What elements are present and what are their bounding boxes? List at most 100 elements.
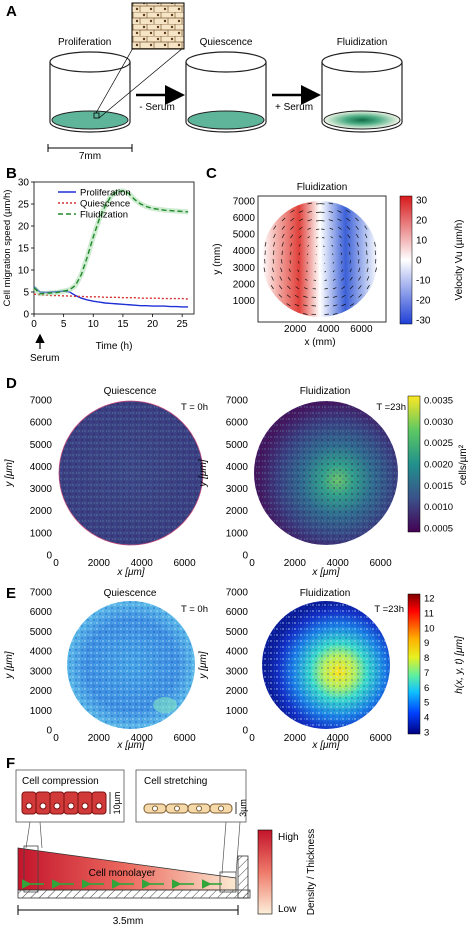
velocity-arrow: [278, 294, 283, 298]
d-right-x-label: x [μm]: [311, 567, 339, 578]
e-cbar-tick-label: 11: [424, 608, 434, 619]
d-cbar-tick-label: 0.0030: [424, 417, 453, 428]
panel-a-letter: A: [6, 3, 17, 20]
d-cbar-tick-label: 0.0025: [424, 438, 453, 449]
velocity-arrow: [298, 218, 304, 222]
velocity-arrow: [375, 267, 377, 273]
velocity-arrow: [288, 268, 291, 273]
series-line-quiescence: [33, 293, 189, 300]
velocity-arrow: [264, 242, 267, 247]
height-colorbar-label: h(x, y, t) [μm]: [454, 636, 465, 694]
d-cbar-tick-label: 0.0005: [424, 524, 453, 535]
map-x-tick-label: 0: [249, 558, 255, 569]
velocity-arrow: [355, 225, 359, 230]
x-axis-label: Time (h): [96, 341, 133, 352]
panel-e: E Quiescence Fluidization T = 0h T =23h …: [4, 585, 465, 750]
velocity-arrow: [324, 271, 327, 273]
map-x-tick-label: 4000: [327, 733, 350, 744]
c-cbar-tick-label: 0: [416, 256, 422, 267]
y-tick-label: 30: [18, 178, 30, 189]
velocity-arrow: [303, 313, 308, 315]
c-x-tick-label: 4000: [317, 324, 340, 335]
velocity-arrow: [273, 201, 278, 205]
dish-fluidization: [321, 51, 403, 133]
velocity-arrow: [324, 279, 327, 281]
e-cbar-tick-label: 7: [424, 668, 429, 679]
velocity-arrow: [290, 234, 294, 239]
map-y-tick-label: 1000: [226, 528, 249, 539]
velocity-arrow: [375, 284, 378, 290]
velocity-arrow: [356, 242, 359, 247]
compression-height: 10µm: [112, 792, 122, 815]
map-y-tick-label: 2000: [30, 686, 53, 697]
velocity-arrow: [337, 210, 342, 213]
velocity-arrow: [364, 225, 368, 230]
map-y-tick-label: 7000: [226, 588, 249, 599]
map-x-tick-label: 6000: [369, 733, 392, 744]
map-y-tick-label: 7000: [30, 396, 53, 407]
c-cbar-tick-label: -20: [416, 296, 431, 307]
panel-f-letter: F: [6, 755, 15, 772]
velocity-arrow: [355, 217, 359, 222]
velocity-arrow: [278, 285, 283, 290]
velocity-arrow: [338, 235, 342, 239]
velocity-arrow: [348, 242, 351, 247]
velocity-arrow: [328, 202, 334, 205]
map-x-tick-label: 4000: [327, 558, 350, 569]
e-left-y-label: y [μm]: [4, 651, 15, 679]
velocity-arrow: [322, 237, 325, 239]
velocity-arrow: [298, 243, 301, 247]
velocity-arrow: [306, 261, 308, 264]
velocity-arrow: [280, 267, 283, 273]
velocity-arrow: [332, 295, 338, 298]
map-y-tick-label: 3000: [30, 666, 53, 677]
velocity-arrow: [346, 217, 351, 222]
velocity-arrow: [324, 262, 326, 264]
d-right-y-label: y [μm]: [198, 459, 209, 487]
d-left-y-label: y [μm]: [4, 459, 15, 487]
c-y-tick-label: 7000: [233, 197, 256, 208]
stretching-label: Cell stretching: [144, 776, 207, 787]
y-tick-label: 25: [18, 200, 30, 211]
d-left-time: T = 0h: [181, 402, 208, 413]
d-right-time: T =23h: [376, 402, 406, 413]
c-x-tick-label: 6000: [350, 324, 373, 335]
map-y-tick-label: 5000: [30, 627, 53, 638]
velocity-arrow: [286, 294, 291, 298]
velocity-arrow: [278, 302, 283, 307]
legend-entry: Quiescence: [80, 199, 130, 210]
height-colorbar: [407, 593, 421, 735]
arrow-plus-serum-label: + Serum: [275, 102, 313, 113]
map-y-tick-label: 7000: [30, 588, 53, 599]
map-y-tick-label: 5000: [226, 627, 249, 638]
velocity-arrow: [290, 209, 295, 213]
panel-c: C Fluidization 2000 4000 6000 1000 2000 3000 4…: [206, 165, 465, 348]
velocity-arrow: [294, 303, 300, 307]
map-x-tick-label: 4000: [131, 733, 154, 744]
velocity-arrow: [278, 311, 283, 315]
velocity-arrow: [337, 226, 342, 230]
velocity-arrow: [372, 208, 376, 213]
velocity-arrow: [263, 276, 266, 281]
stage-proliferation: Proliferation: [58, 37, 111, 48]
f-scale-label: 3.5mm: [113, 916, 144, 927]
velocity-arrow: [332, 278, 336, 281]
velocity-arrow: [290, 243, 293, 247]
velocity-arrow: [366, 285, 370, 290]
velocity-arrow: [375, 311, 378, 315]
map-y-tick-label: 6000: [226, 607, 249, 618]
c-cbar-tick-label: 20: [416, 216, 428, 227]
map-y-tick-label: 1000: [226, 706, 249, 717]
c-y-tick-label: 2000: [233, 279, 256, 290]
velocity-arrow: [322, 245, 325, 247]
e-right-y-label: y [μm]: [198, 651, 209, 679]
velocity-arrow: [349, 303, 354, 307]
velocity-arrow: [375, 276, 378, 281]
map-y-tick-label: 1000: [30, 528, 53, 539]
map-y-tick-label: 4000: [226, 647, 249, 658]
x-tick-label: 25: [177, 319, 189, 330]
panel-a: A Proliferation 7mm - Serum Quiescence +…: [6, 2, 403, 160]
panel-b-letter: B: [6, 165, 17, 182]
c-y-tick-label: 4000: [233, 246, 256, 257]
map-y-tick-label: 5000: [226, 440, 249, 451]
